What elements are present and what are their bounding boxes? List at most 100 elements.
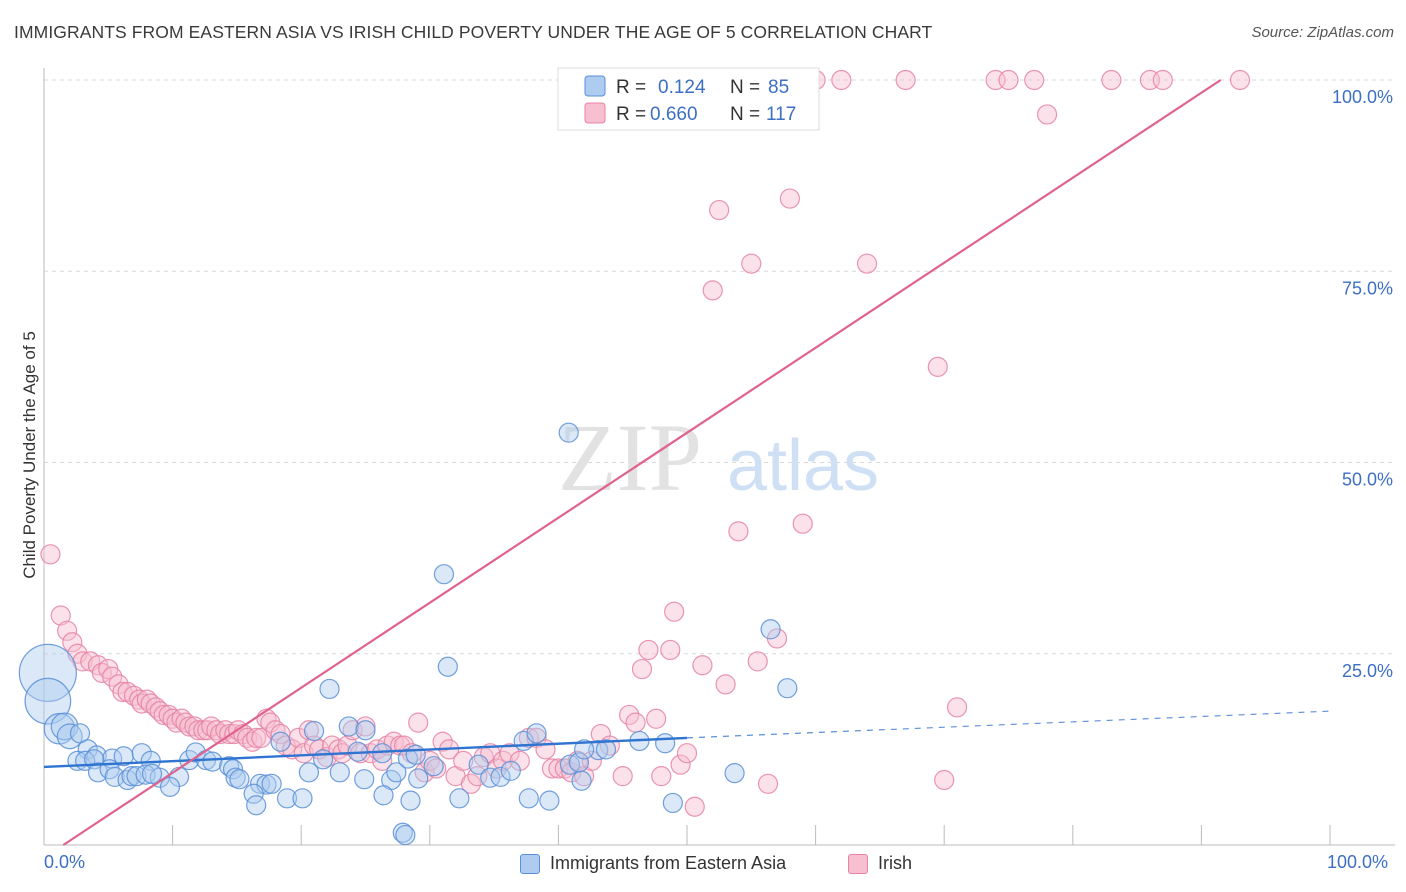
irish-point-111 [692, 655, 713, 676]
eastern-asia-point-17 [104, 766, 125, 788]
eastern-asia-point-81 [558, 422, 579, 443]
irish-point-105 [651, 766, 672, 787]
irish-point-106 [660, 639, 681, 661]
legend-swatch-blue [584, 75, 606, 97]
irish-point-132 [1036, 104, 1058, 125]
axes [43, 68, 1395, 846]
y-tick-label-50: 50.0% [1342, 470, 1393, 490]
legend-swatch-pink [584, 102, 606, 124]
eastern-asia-point-46 [329, 762, 350, 783]
irish-point-123 [831, 69, 852, 91]
irish-point-110 [684, 796, 705, 817]
legend-n-label-2: N = [730, 104, 760, 125]
legend-r-label-2: R = [616, 104, 646, 125]
y-tick-label-75: 75.0% [1342, 278, 1393, 298]
irish-point-13 [117, 681, 138, 703]
eastern-asia-point-77 [574, 739, 595, 760]
eastern-asia-point-58 [400, 790, 421, 811]
irish-points [40, 69, 1251, 817]
y-tick-label-100: 100.0% [1332, 87, 1393, 107]
irish-point-108 [670, 754, 691, 775]
eastern-asia-point-5 [69, 723, 91, 744]
irish-point-131 [1024, 69, 1045, 91]
irish-point-42 [246, 727, 267, 749]
legend-r-value-2: 0.660 [650, 104, 698, 125]
eastern-asia-point-74 [571, 770, 592, 791]
irish-point-99 [612, 766, 633, 787]
irish-point-114 [715, 674, 736, 695]
irish-point-133 [1101, 69, 1122, 91]
irish-point-116 [741, 253, 762, 274]
eastern-asia-point-41 [292, 788, 313, 809]
irish-point-5 [72, 651, 93, 672]
eastern-asia-point-83 [724, 762, 745, 784]
watermark: ZIP atlas [558, 404, 879, 511]
eastern-asia-point-39 [270, 731, 291, 752]
irish-point-71 [408, 712, 429, 733]
eastern-asia-point-56 [373, 785, 394, 806]
irish-point-109 [676, 743, 698, 764]
eastern-asia-point-53 [386, 762, 407, 783]
legend-swatch-eastern-asia [520, 853, 540, 874]
eastern-asia-point-40 [276, 788, 298, 809]
eastern-asia-point-34 [249, 773, 271, 794]
eastern-asia-point-44 [312, 749, 334, 770]
irish-point-52 [298, 720, 320, 741]
legend-n-value-1: 85 [768, 77, 789, 98]
eastern-asia-point-62 [433, 564, 455, 585]
legend-item-irish: Irish [848, 853, 912, 874]
irish-point-93 [561, 762, 582, 783]
legend-bottom: Immigrants from Eastern Asia Irish [0, 850, 1406, 880]
irish-point-12 [112, 681, 133, 703]
trend-lines [43, 79, 1331, 846]
eastern-asia-point-72 [539, 790, 560, 811]
irish-point-104 [646, 708, 667, 729]
irish-point-22 [158, 704, 179, 726]
irish-point-107 [664, 601, 685, 622]
eastern-asia-point-80 [655, 733, 676, 754]
eastern-asia-point-75 [568, 752, 590, 773]
eastern-asia-point-59 [395, 824, 416, 846]
irish-point-126 [927, 356, 948, 377]
y-tick-labels: 25.0% 50.0% 75.0% 100.0% [1332, 87, 1393, 681]
irish-point-125 [895, 69, 916, 91]
chart-title: IMMIGRANTS FROM EASTERN ASIA VS IRISH CH… [14, 22, 933, 42]
irish-point-3 [62, 632, 83, 653]
eastern-asia-point-57 [392, 822, 413, 843]
irish-point-101 [625, 712, 646, 733]
irish-point-96 [581, 750, 602, 771]
legend-label-eastern-asia: Immigrants from Eastern Asia [550, 853, 787, 873]
irish-point-130 [998, 69, 1019, 91]
eastern-asia-point-23 [141, 763, 163, 784]
eastern-asia-point-42 [298, 762, 320, 783]
eastern-asia-point-65 [468, 754, 489, 775]
eastern-asia-point-49 [354, 769, 375, 790]
irish-point-78 [453, 750, 474, 771]
irish-point-127 [934, 769, 955, 791]
source-label: Source: ZipAtlas.com [1251, 24, 1394, 41]
irish-point-85 [499, 743, 520, 764]
irish-point-51 [293, 743, 314, 764]
irish-point-74 [426, 758, 447, 779]
legend-top: R = 0.124 N = 85 R = 0.660 N = 117 [557, 67, 820, 131]
eastern-asia-point-33 [229, 769, 250, 790]
eastern-asia-point-0 [18, 643, 77, 702]
eastern-asia-point-55 [405, 744, 426, 765]
irish-point-117 [747, 651, 768, 672]
irish-point-0 [40, 544, 61, 565]
x-axis-max-label: 100.0% [1327, 852, 1389, 872]
irish-point-49 [282, 739, 303, 760]
eastern-asia-point-60 [408, 768, 429, 789]
irish-point-103 [638, 639, 659, 661]
irish-point-102 [631, 658, 653, 680]
eastern-asia-point-64 [449, 788, 470, 809]
eastern-asia-point-43 [303, 720, 325, 742]
legend-swatch-irish [848, 853, 868, 874]
legend-r-label-1: R = [616, 77, 646, 98]
eastern-asia-point-25 [159, 776, 181, 797]
eastern-asia-trend-line [43, 736, 688, 769]
x-axis-min-label: 0.0% [44, 852, 86, 872]
eastern-asia-point-67 [490, 766, 511, 788]
irish-point-2 [57, 620, 78, 641]
